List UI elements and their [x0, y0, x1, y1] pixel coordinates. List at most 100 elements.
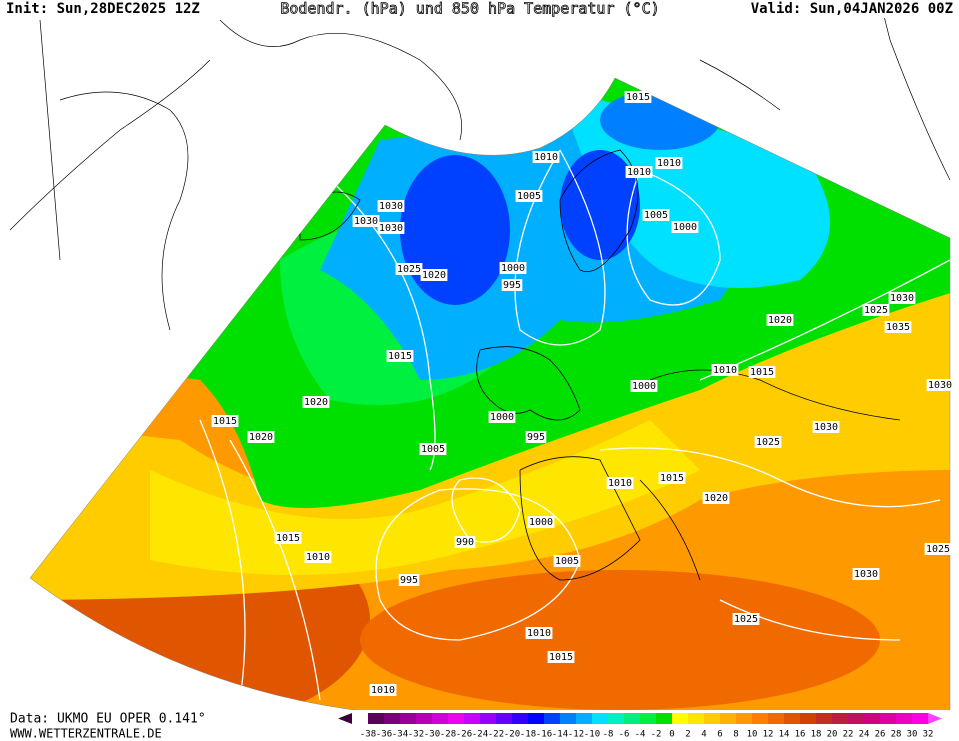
- website: WWW.WETTERZENTRALE.DE: [10, 727, 162, 741]
- isobar-label-box: [386, 350, 414, 362]
- isobar-label-box: [352, 215, 380, 227]
- isobar-label-box: [748, 366, 776, 378]
- isobar-label-box: [606, 477, 634, 489]
- isobar-label-box: [499, 262, 527, 274]
- colorbar-segment: [704, 713, 721, 724]
- isobar-label-box: [642, 209, 670, 221]
- colorbar-segment: [496, 713, 513, 724]
- isobar-label-box: [812, 421, 840, 433]
- isobar-label: 1000: [501, 263, 525, 274]
- colorbar-label: 12: [763, 730, 774, 740]
- isobar-label: 1015: [388, 351, 412, 362]
- colorbar-segment: [640, 713, 657, 724]
- isobar-label: 1020: [249, 432, 273, 443]
- colorbar-label: -28: [440, 730, 456, 740]
- domain-border: [29, 77, 951, 713]
- isobar-label-box: [369, 684, 397, 696]
- isobar-label-box: [852, 568, 880, 580]
- isobar-label-box: [525, 627, 553, 639]
- isobar-label: 1015: [276, 533, 300, 544]
- colorbar-label: 22: [843, 730, 854, 740]
- isobar-label-box: [377, 200, 405, 212]
- colorbar-segment: [512, 713, 529, 724]
- colorbar-label: 24: [859, 730, 870, 740]
- isobar-label: 1000: [490, 412, 514, 423]
- isobar-label-box: [766, 314, 794, 326]
- colorbar-label: -10: [584, 730, 600, 740]
- colorbar-segment: [400, 713, 417, 724]
- isobar-label-box: [211, 415, 239, 427]
- isobar-label-box: [671, 221, 699, 233]
- colorbar-segment: [592, 713, 609, 724]
- isobar-label-box: [553, 555, 581, 567]
- colorbar-label: 10: [747, 730, 758, 740]
- isobar-label: 990: [456, 537, 474, 548]
- isobar-label: 1030: [354, 216, 378, 227]
- isobar-label-box: [247, 431, 275, 443]
- isobar-label-box: [527, 516, 555, 528]
- colorbar-label: -2: [651, 730, 662, 740]
- colorbar-label: 30: [907, 730, 918, 740]
- colorbar-segment: [816, 713, 833, 724]
- isobar-label: 995: [527, 432, 545, 443]
- colorbar-arrow: [928, 713, 942, 724]
- isobar-label: 1015: [549, 652, 573, 663]
- colorbar-segment: [848, 713, 865, 724]
- isobar-label-box: [532, 151, 560, 163]
- isobar-label: 1010: [627, 167, 651, 178]
- isobar-label: 1030: [379, 201, 403, 212]
- isobar-label: 1000: [632, 381, 656, 392]
- isobar-label-box: [862, 304, 890, 316]
- colorbar-label: 18: [811, 730, 822, 740]
- isobar-label-box: [884, 321, 912, 333]
- isobar-labels: 1015101010101010100510051000103010301030…: [211, 91, 954, 696]
- isobar-label: 1030: [814, 422, 838, 433]
- data-source: Data: UKMO EU OPER 0.141°: [10, 712, 206, 727]
- isobar-label: 995: [503, 280, 521, 291]
- colorbar-label: 32: [923, 730, 934, 740]
- colorbar-label: -32: [408, 730, 424, 740]
- isobar-label-box: [702, 492, 730, 504]
- isobar-label-box: [658, 472, 686, 484]
- colorbar-segment: [672, 713, 689, 724]
- isobar-label: 1030: [854, 569, 878, 580]
- isobar-label-box: [302, 396, 330, 408]
- isobar-label-box: [454, 536, 476, 548]
- isobar-label: 1020: [304, 397, 328, 408]
- colorbar-segment: [544, 713, 561, 724]
- isobar-label: 1005: [644, 210, 668, 221]
- colorbar-label: -30: [424, 730, 440, 740]
- isobar-label: 1025: [926, 544, 950, 555]
- colorbar-segment: [416, 713, 433, 724]
- colorbar-segment: [480, 713, 497, 724]
- colorbar-segment: [864, 713, 881, 724]
- colorbar-label: -8: [603, 730, 614, 740]
- colorbar-label: -26: [456, 730, 472, 740]
- isobar-label: 1010: [534, 152, 558, 163]
- isobar-label: 995: [400, 575, 418, 586]
- colorbar-segment: [880, 713, 897, 724]
- isobar-label: 1020: [704, 493, 728, 504]
- isobar-label-box: [630, 380, 658, 392]
- isobar-label-box: [398, 574, 420, 586]
- colorbar-segment: [768, 713, 785, 724]
- colorbar-segment: [528, 713, 545, 724]
- colorbar-label: -4: [635, 730, 646, 740]
- isobar-label-box: [888, 292, 916, 304]
- isobar-label: 1010: [608, 478, 632, 489]
- isobar-label-box: [377, 222, 405, 234]
- colorbar-label: -20: [504, 730, 520, 740]
- colorbar-label: -38: [360, 730, 376, 740]
- valid-time: Valid: Sun,04JAN2026 00Z: [751, 1, 953, 17]
- colorbar-label: 0: [669, 730, 674, 740]
- isobar-label: 1010: [371, 685, 395, 696]
- init-time: Init: Sun,28DEC2025 12Z: [6, 1, 200, 17]
- colorbar-label: -24: [472, 730, 488, 740]
- colorbar-segment: [368, 713, 385, 724]
- isobar-label: 1015: [213, 416, 237, 427]
- colorbar-arrow: [338, 713, 352, 724]
- isobar-label: 1005: [555, 556, 579, 567]
- colorbar-label: -18: [520, 730, 536, 740]
